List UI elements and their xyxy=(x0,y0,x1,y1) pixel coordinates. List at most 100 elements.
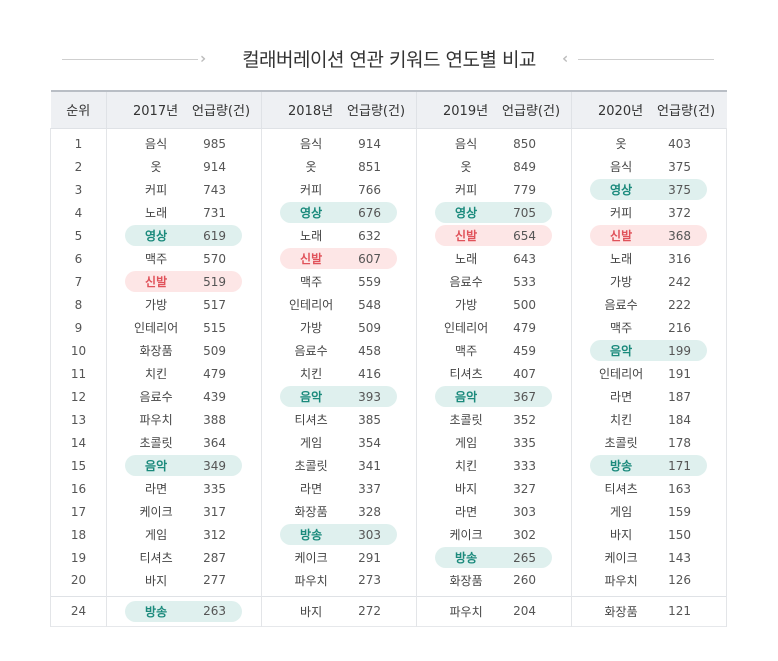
year-cell: 신발 519 xyxy=(106,270,262,293)
mention-count: 352 xyxy=(513,412,537,427)
keyword-entry: 음식 375 xyxy=(590,156,707,177)
keyword-label: 바지 xyxy=(610,528,633,542)
highlighted-keyword-pill: 영상 619 xyxy=(125,225,242,246)
mention-count: 317 xyxy=(203,504,227,519)
keyword-entry: 음료수 222 xyxy=(590,294,707,315)
year-cell: 음료수 533 xyxy=(416,270,572,293)
mention-count: 619 xyxy=(203,228,227,243)
table-row: 10 화장품 509 음료수 458 맥주 459 음악 199 xyxy=(50,339,727,362)
keyword-label: 방송 xyxy=(300,528,323,542)
year-cell: 맥주 559 xyxy=(261,270,417,293)
year-cell: 옷 851 xyxy=(261,155,417,178)
mention-count: 335 xyxy=(203,481,227,496)
keyword-entry: 바지 327 xyxy=(435,478,552,499)
keyword-label: 신발 xyxy=(455,229,478,243)
mentions-label: 언급량(건) xyxy=(192,104,251,120)
keyword-label: 방송 xyxy=(145,604,168,619)
table-row: 24 방송 263 바지 272 파우치 204 화장품 121 xyxy=(50,596,727,626)
mention-count: 385 xyxy=(358,412,382,427)
keyword-entry: 가방 517 xyxy=(125,294,242,315)
keyword-label: 라면 xyxy=(610,390,633,404)
year-cell: 음식 914 xyxy=(261,128,417,155)
year-cell: 가방 500 xyxy=(416,293,572,316)
keyword-label: 티셔츠 xyxy=(139,551,173,565)
keyword-label: 파우치 xyxy=(449,604,483,619)
keyword-label: 치킨 xyxy=(610,413,633,427)
year-cell: 영상 619 xyxy=(106,224,262,247)
keyword-label: 티셔츠 xyxy=(604,482,638,496)
keyword-label: 방송 xyxy=(455,551,478,565)
table-row: 16 라면 335 라면 337 바지 327 티셔츠 163 xyxy=(50,477,727,500)
keyword-label: 케이크 xyxy=(449,528,483,542)
mention-count: 479 xyxy=(513,320,537,335)
rank-cell: 12 xyxy=(50,385,107,408)
keyword-entry: 파우치 126 xyxy=(590,570,707,591)
keyword-entry: 티셔츠 407 xyxy=(435,363,552,384)
keyword-label: 옷 xyxy=(305,160,317,174)
keyword-entry: 게임 335 xyxy=(435,432,552,453)
mention-count: 458 xyxy=(358,343,382,358)
year-cell: 화장품 260 xyxy=(416,569,572,596)
keyword-entry: 바지 272 xyxy=(280,601,397,622)
keyword-label: 화장품 xyxy=(604,604,638,619)
keyword-label: 치킨 xyxy=(145,367,168,381)
keyword-label: 가방 xyxy=(610,275,633,289)
title-divider-left xyxy=(62,59,198,60)
year-cell: 옷 849 xyxy=(416,155,572,178)
keyword-entry: 가방 509 xyxy=(280,317,397,338)
rank-cell: 20 xyxy=(50,569,107,596)
year-cell: 음료수 222 xyxy=(571,293,727,316)
keyword-label: 음료수 xyxy=(604,298,638,312)
keyword-entry: 바지 277 xyxy=(125,570,242,591)
year-cell: 영상 676 xyxy=(261,201,417,224)
keyword-label: 영상 xyxy=(610,183,633,197)
keyword-label: 바지 xyxy=(455,482,478,496)
mention-count: 500 xyxy=(513,297,537,312)
year-cell: 케이크 317 xyxy=(106,500,262,523)
keyword-entry: 인테리어 515 xyxy=(125,317,242,338)
mention-count: 126 xyxy=(668,573,692,588)
keyword-entry: 옷 849 xyxy=(435,156,552,177)
year-cell: 노래 731 xyxy=(106,201,262,224)
year-label: 2018년 xyxy=(288,104,334,120)
keyword-entry: 파우치 273 xyxy=(280,570,397,591)
year-cell: 커피 372 xyxy=(571,201,727,224)
mention-count: 407 xyxy=(513,366,537,381)
keyword-label: 케이크 xyxy=(604,551,638,565)
mention-count: 393 xyxy=(358,389,382,404)
keyword-entry: 옷 914 xyxy=(125,156,242,177)
keyword-entry: 커피 779 xyxy=(435,179,552,200)
keyword-label: 게임 xyxy=(455,436,478,450)
keyword-entry: 케이크 143 xyxy=(590,547,707,568)
mention-count: 328 xyxy=(358,504,382,519)
keyword-label: 인테리어 xyxy=(443,321,489,335)
mention-count: 533 xyxy=(513,274,537,289)
mention-count: 632 xyxy=(358,228,382,243)
keyword-entry: 인테리어 548 xyxy=(280,294,397,315)
keyword-label: 인테리어 xyxy=(133,321,179,335)
highlighted-keyword-pill: 신발 519 xyxy=(125,271,242,292)
table-row: 3 커피 743 커피 766 커피 779 영상 375 xyxy=(50,178,727,201)
keyword-label: 가방 xyxy=(300,321,323,335)
highlighted-keyword-pill: 방송 303 xyxy=(280,524,397,545)
mention-count: 327 xyxy=(513,481,537,496)
table-header-row: 순위 2017년 언급량(건) 2018년 언급량(건) 2019년 언급량(건) 2… xyxy=(50,91,727,128)
mention-count: 163 xyxy=(668,481,692,496)
keyword-label: 음식 xyxy=(300,137,323,152)
table-row: 11 치킨 479 치킨 416 티셔츠 407 인테리어 191 xyxy=(50,362,727,385)
ranking-body: 1 음식 985 음식 914 음식 850 옷 403 2 옷 914 옷 851 옷 849 음식 375 3 커… xyxy=(50,128,727,596)
table-row: 8 가방 517 인테리어 548 가방 500 음료수 222 xyxy=(50,293,727,316)
keyword-label: 음악 xyxy=(455,390,478,404)
keyword-label: 맥주 xyxy=(145,252,168,266)
mention-count: 260 xyxy=(513,573,537,588)
keyword-entry: 바지 150 xyxy=(590,524,707,545)
year-cell: 음료수 458 xyxy=(261,339,417,362)
rank-cell: 5 xyxy=(50,224,107,247)
keyword-label: 맥주 xyxy=(610,321,633,335)
year-cell: 음식 985 xyxy=(106,128,262,155)
keyword-entry: 초콜릿 341 xyxy=(280,455,397,476)
keyword-label: 게임 xyxy=(300,436,323,450)
mention-count: 367 xyxy=(513,389,537,404)
mention-count: 375 xyxy=(668,159,692,174)
keyword-label: 음악 xyxy=(300,390,323,404)
